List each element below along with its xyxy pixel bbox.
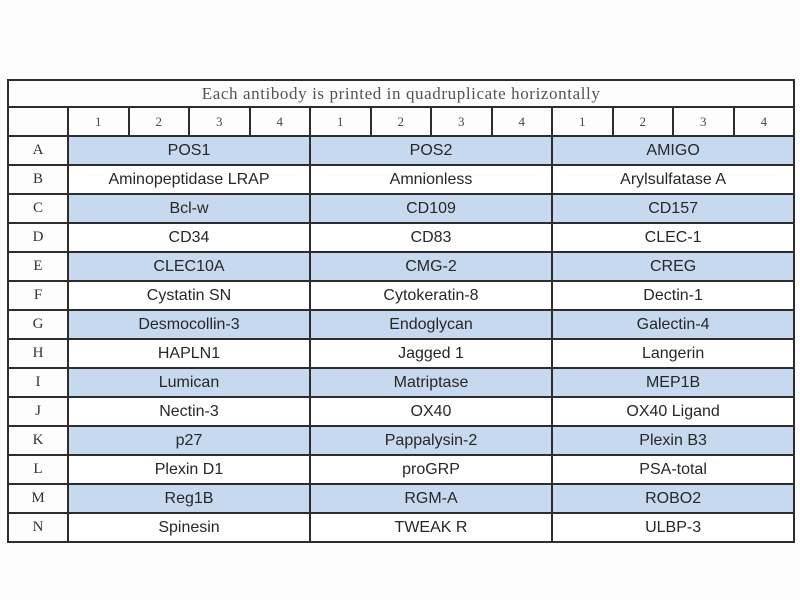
column-number-header: 2 xyxy=(369,106,432,137)
table-row: H HAPLN1 Jagged 1 Langerin xyxy=(7,338,796,369)
antibody-cell: CLEC-1 xyxy=(550,222,796,253)
table-row: F Cystatin SN Cytokeratin-8 Dectin-1 xyxy=(7,280,796,311)
table-row: G Desmocollin-3 Endoglycan Galectin-4 xyxy=(7,309,796,340)
row-label: K xyxy=(7,425,69,456)
antibody-cell: Plexin B3 xyxy=(550,425,796,456)
column-number-header: 2 xyxy=(611,106,674,137)
row-label: I xyxy=(7,367,69,398)
antibody-cell: CLEC10A xyxy=(67,251,311,282)
row-label: B xyxy=(7,164,69,195)
table-row: K p27 Pappalysin-2 Plexin B3 xyxy=(7,425,796,456)
antibody-cell: Desmocollin-3 xyxy=(67,309,311,340)
row-label: N xyxy=(7,512,69,543)
table-row: I Lumican Matriptase MEP1B xyxy=(7,367,796,398)
row-label: E xyxy=(7,251,69,282)
antibody-cell: TWEAK R xyxy=(309,512,553,543)
antibody-cell: HAPLN1 xyxy=(67,338,311,369)
antibody-cell: AMIGO xyxy=(550,135,796,166)
antibody-cell: Langerin xyxy=(550,338,796,369)
column-number-header: 3 xyxy=(188,106,251,137)
antibody-cell: CD83 xyxy=(309,222,553,253)
antibody-cell: Arylsulfatase A xyxy=(550,164,796,195)
row-label: H xyxy=(7,338,69,369)
column-number-header: 4 xyxy=(732,106,796,137)
antibody-cell: Endoglycan xyxy=(309,309,553,340)
antibody-cell: PSA-total xyxy=(550,454,796,485)
column-number-header: 4 xyxy=(490,106,553,137)
table-row: D CD34 CD83 CLEC-1 xyxy=(7,222,796,253)
antibody-cell: Bcl-w xyxy=(67,193,311,224)
column-number-header: 4 xyxy=(248,106,311,137)
column-number-header: 3 xyxy=(672,106,735,137)
antibody-cell: OX40 Ligand xyxy=(550,396,796,427)
antibody-cell: proGRP xyxy=(309,454,553,485)
antibody-cell: Cytokeratin-8 xyxy=(309,280,553,311)
table-title: Each antibody is printed in quadruplicat… xyxy=(6,79,796,108)
antibody-cell: ULBP-3 xyxy=(550,512,796,543)
antibody-cell: p27 xyxy=(67,425,311,456)
column-number-header-row: 1 2 3 4 1 2 3 4 1 2 3 4 xyxy=(7,106,796,137)
antibody-cell: CD157 xyxy=(550,193,796,224)
antibody-cell: Dectin-1 xyxy=(550,280,796,311)
antibody-cell: Cystatin SN xyxy=(67,280,311,311)
row-label: J xyxy=(7,396,69,427)
column-number-header: 1 xyxy=(309,106,372,137)
table-row: M Reg1B RGM-A ROBO2 xyxy=(7,483,796,514)
table-row: L Plexin D1 proGRP PSA-total xyxy=(7,454,796,485)
table-row: B Aminopeptidase LRAP Amnionless Arylsul… xyxy=(7,164,796,195)
row-label: G xyxy=(7,309,69,340)
antibody-cell: Galectin-4 xyxy=(550,309,796,340)
antibody-cell: Aminopeptidase LRAP xyxy=(67,164,311,195)
antibody-cell: Nectin-3 xyxy=(67,396,311,427)
antibody-cell: CD109 xyxy=(309,193,553,224)
column-number-header: 1 xyxy=(551,106,614,137)
antibody-cell: ROBO2 xyxy=(550,483,796,514)
table-row: J Nectin-3 OX40 OX40 Ligand xyxy=(7,396,796,427)
column-number-header: 2 xyxy=(127,106,190,137)
antibody-cell: Reg1B xyxy=(67,483,311,514)
antibody-cell: Amnionless xyxy=(309,164,553,195)
table-row: N Spinesin TWEAK R ULBP-3 xyxy=(7,512,796,543)
table-row: E CLEC10A CMG-2 CREG xyxy=(7,251,796,282)
column-number-header: 1 xyxy=(67,106,130,137)
row-label: M xyxy=(7,483,69,514)
row-label: A xyxy=(7,135,69,166)
row-label: L xyxy=(7,454,69,485)
antibody-cell: CMG-2 xyxy=(309,251,553,282)
row-label: D xyxy=(7,222,69,253)
antibody-array-table: Each antibody is printed in quadruplicat… xyxy=(6,79,796,543)
table-row: A POS1 POS2 AMIGO xyxy=(7,135,796,166)
antibody-cell: Jagged 1 xyxy=(309,338,553,369)
antibody-cell: Plexin D1 xyxy=(67,454,311,485)
antibody-cell: MEP1B xyxy=(550,367,796,398)
row-label: F xyxy=(7,280,69,311)
antibody-cell: Matriptase xyxy=(309,367,553,398)
antibody-cell: Pappalysin-2 xyxy=(309,425,553,456)
column-number-header: 3 xyxy=(430,106,493,137)
title-row: Each antibody is printed in quadruplicat… xyxy=(6,79,796,108)
antibody-cell: CD34 xyxy=(67,222,311,253)
corner-cell xyxy=(7,106,69,137)
antibody-cell: CREG xyxy=(550,251,796,282)
antibody-cell: POS1 xyxy=(67,135,311,166)
antibody-cell: RGM-A xyxy=(309,483,553,514)
antibody-cell: POS2 xyxy=(309,135,553,166)
antibody-cell: Spinesin xyxy=(67,512,311,543)
antibody-cell: Lumican xyxy=(67,367,311,398)
table-row: C Bcl-w CD109 CD157 xyxy=(7,193,796,224)
antibody-cell: OX40 xyxy=(309,396,553,427)
row-label: C xyxy=(7,193,69,224)
